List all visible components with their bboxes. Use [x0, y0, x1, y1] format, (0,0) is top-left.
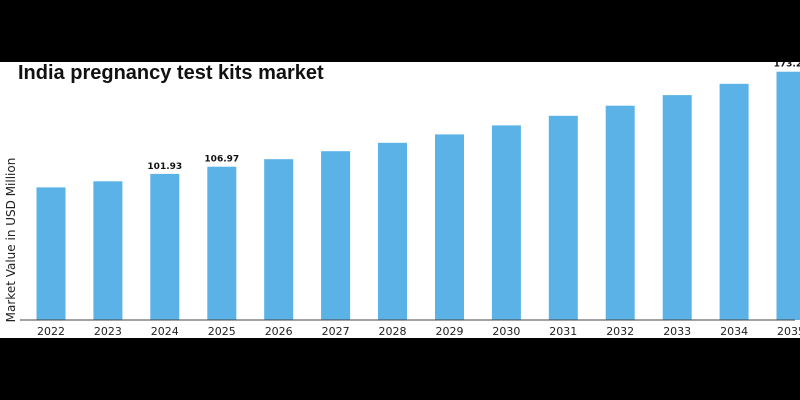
bar-2030	[491, 125, 521, 321]
bar-2027	[321, 151, 351, 320]
x-tick-label: 2033	[663, 325, 691, 338]
x-tick-label: 2027	[322, 325, 350, 338]
x-tick-label: 2029	[436, 325, 464, 338]
bar-2032	[605, 105, 635, 320]
bar-2035	[776, 71, 800, 320]
data-label: 101.93	[147, 162, 182, 172]
x-tick-label: 2032	[606, 325, 634, 338]
x-tick-label: 2023	[94, 325, 122, 338]
bar-chart: 2022 2023 2024 101.93 2025 106.97 2026 2027 2028…	[20, 62, 800, 338]
bar-2033	[662, 95, 692, 320]
x-tick-label: 2031	[549, 325, 577, 338]
data-label: 106.97	[204, 155, 239, 165]
x-tick-label: 2035	[777, 325, 800, 338]
bar-2026	[264, 159, 294, 320]
x-tick-label: 2022	[37, 325, 65, 338]
x-tick-label: 2028	[379, 325, 407, 338]
data-label: 173.25	[774, 62, 800, 70]
chart-panel: India pregnancy test kits market Market …	[0, 62, 800, 338]
bar-2031	[548, 115, 578, 321]
bar-2024	[150, 173, 180, 320]
bar-2025	[207, 166, 237, 320]
bar-2029	[435, 134, 464, 320]
x-tick-label: 2026	[265, 325, 293, 338]
x-tick-label: 2030	[492, 325, 520, 338]
x-tick-label: 2034	[720, 325, 748, 338]
bar-2023	[93, 181, 123, 320]
x-tick-label: 2025	[208, 325, 236, 338]
chart-title: India pregnancy test kits market	[18, 62, 324, 84]
x-tick-label: 2024	[151, 325, 179, 338]
bar-2034	[719, 83, 749, 320]
bar-2028	[378, 142, 407, 320]
bar-2022	[36, 187, 66, 320]
